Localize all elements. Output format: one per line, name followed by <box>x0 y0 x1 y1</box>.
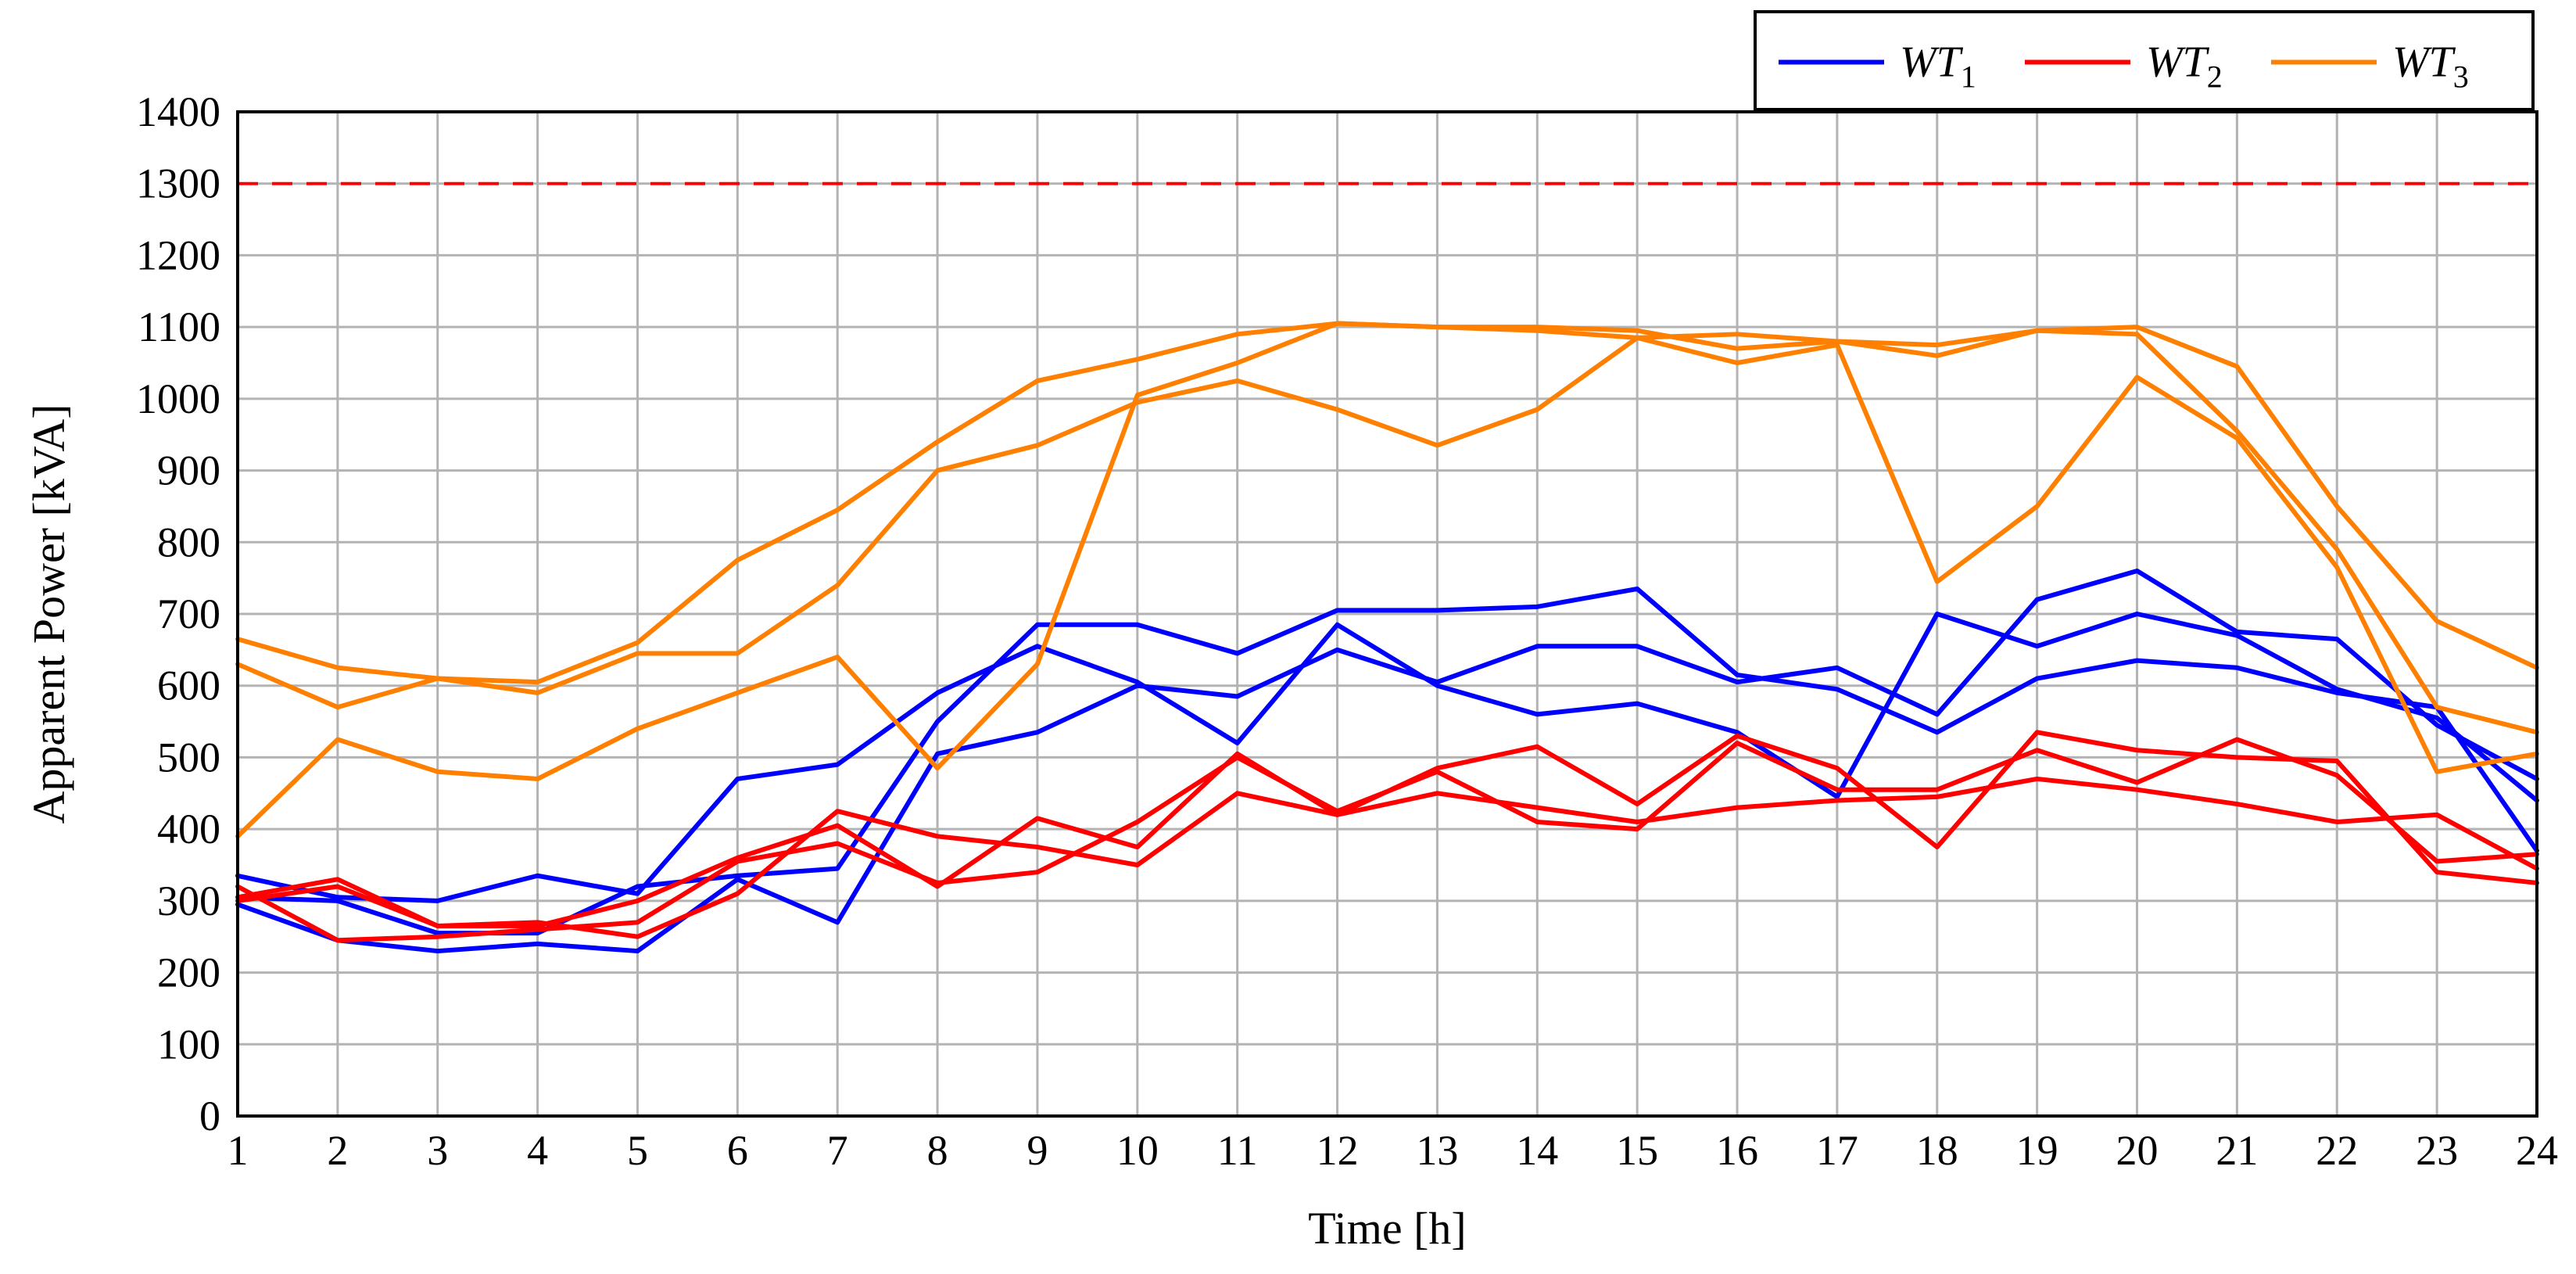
x-tick-label: 24 <box>2516 1127 2558 1174</box>
legend-label-3: WT3 <box>2392 38 2469 95</box>
y-tick-label: 300 <box>157 877 220 924</box>
x-tick-label: 17 <box>1816 1127 1858 1174</box>
series-line-wt1-2 <box>235 568 2539 954</box>
x-tick-label: 10 <box>1116 1127 1159 1174</box>
x-tick-label: 23 <box>2416 1127 2458 1174</box>
y-tick-label: 1200 <box>136 231 220 278</box>
legend-label-main: WT <box>2146 38 2210 87</box>
y-tick-labels: 0 100 200 300 400 500 600 700 800 900 1000 1100 1200… <box>136 88 220 1139</box>
x-tick-label: 21 <box>2216 1127 2258 1174</box>
y-tick-label: 900 <box>157 447 220 494</box>
x-tick-label: 5 <box>627 1127 648 1174</box>
x-tick-labels: 1 2 3 4 5 6 7 8 9 10 11 12 13 14 15 16 17 18 19 20 21 22 23 24 <box>228 1127 2559 1174</box>
y-tick-label: 200 <box>157 949 220 996</box>
plot-frame <box>236 110 2538 1118</box>
x-tick-label: 9 <box>1026 1127 1048 1174</box>
x-tick-label: 3 <box>427 1127 448 1174</box>
x-tick-label: 4 <box>527 1127 548 1174</box>
series-line-wt3-8 <box>235 335 2539 774</box>
x-tick-label: 22 <box>2316 1127 2358 1174</box>
x-tick-label: 18 <box>1916 1127 1958 1174</box>
series-line-wt2-5 <box>235 737 2539 943</box>
x-tick-label: 13 <box>1416 1127 1458 1174</box>
legend-label-main: WT <box>1900 38 1964 87</box>
series-line-wt2-6 <box>235 776 2539 939</box>
x-tick-label: 20 <box>2116 1127 2159 1174</box>
y-tick-label: 1100 <box>138 303 220 350</box>
x-tick-label: 2 <box>327 1127 348 1174</box>
series-line-wt3-7 <box>235 321 2539 685</box>
legend: WT1 WT2 WT3 <box>1754 10 2535 111</box>
x-tick-label: 8 <box>927 1127 948 1174</box>
y-tick-label: 0 <box>199 1093 220 1139</box>
x-tick-label: 11 <box>1217 1127 1258 1174</box>
x-tick-label: 16 <box>1716 1127 1758 1174</box>
legend-label-1: WT1 <box>1900 38 1976 95</box>
legend-label-sub: 2 <box>2207 59 2223 95</box>
legend-label-sub: 3 <box>2453 59 2469 95</box>
legend-box <box>1754 10 2535 111</box>
y-tick-label: 100 <box>157 1021 220 1068</box>
series-line-wt1-3 <box>235 586 2539 936</box>
y-axis-title: Apparent Power [kVA] <box>23 404 74 824</box>
y-tick-label: 500 <box>157 734 220 781</box>
y-tick-label: 400 <box>157 806 220 852</box>
series-line-wt3-9 <box>235 321 2539 839</box>
y-tick-label: 1000 <box>136 375 220 422</box>
x-tick-label: 12 <box>1317 1127 1359 1174</box>
x-tick-label: 14 <box>1516 1127 1558 1174</box>
x-tick-label: 15 <box>1616 1127 1658 1174</box>
legend-label-sub: 1 <box>1961 59 1976 95</box>
series-line-wt1-1 <box>235 612 2539 903</box>
legend-label-main: WT <box>2392 38 2456 87</box>
y-tick-label: 700 <box>157 590 220 637</box>
x-tick-label: 1 <box>228 1127 249 1174</box>
x-axis-title: Time [h] <box>1308 1203 1467 1254</box>
grid <box>236 110 2538 1118</box>
x-tick-label: 6 <box>727 1127 748 1174</box>
x-tick-label: 7 <box>827 1127 848 1174</box>
y-tick-label: 1400 <box>136 88 220 135</box>
legend-label-2: WT2 <box>2146 38 2223 95</box>
y-tick-label: 800 <box>157 519 220 565</box>
y-tick-label: 600 <box>157 662 220 709</box>
x-tick-label: 19 <box>2016 1127 2058 1174</box>
y-tick-label: 1300 <box>136 160 220 207</box>
series-group <box>235 321 2539 954</box>
